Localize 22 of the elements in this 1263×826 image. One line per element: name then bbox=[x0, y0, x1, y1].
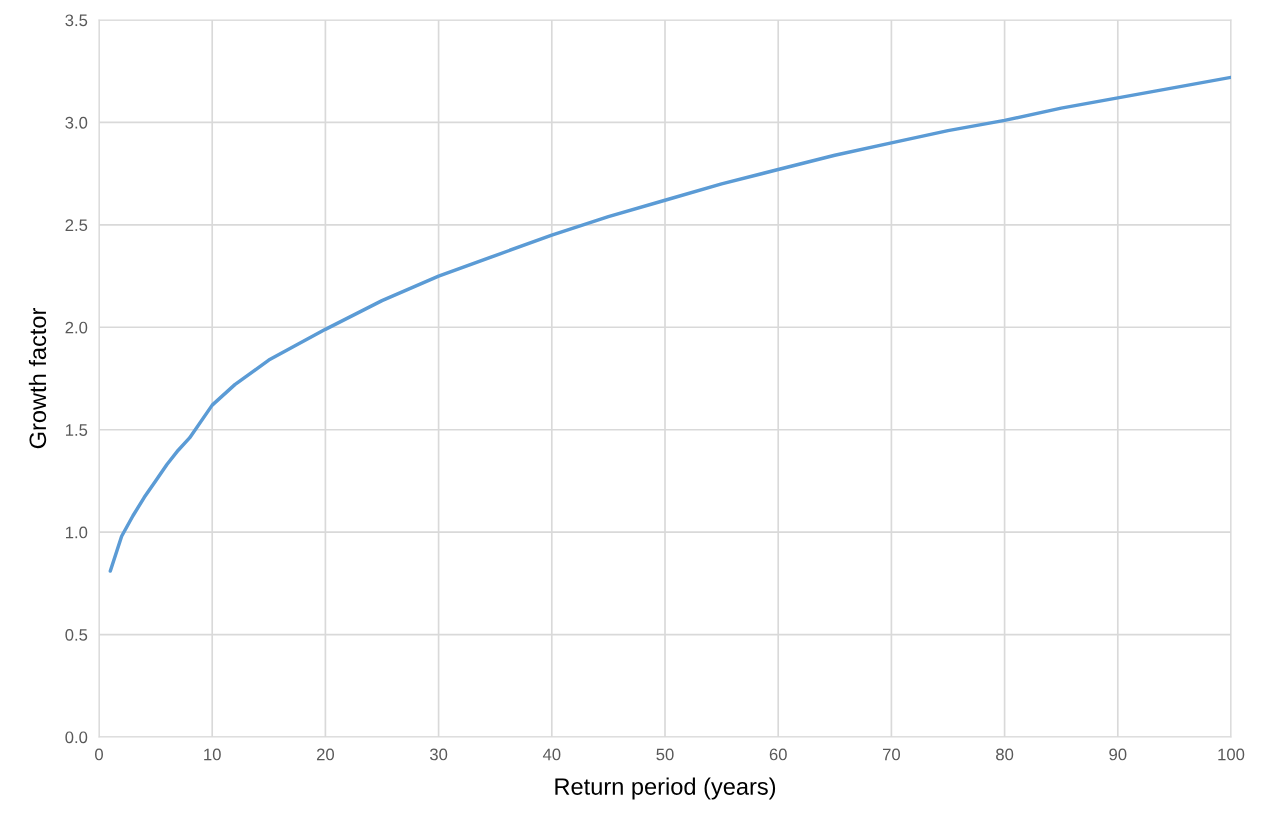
x-tick-label: 70 bbox=[882, 748, 901, 761]
y-axis-title: Growth factor bbox=[28, 308, 47, 449]
y-tick-label: 1.5 bbox=[65, 424, 88, 436]
x-tick-label: 40 bbox=[542, 748, 561, 761]
y-tick-label: 2.0 bbox=[65, 321, 88, 334]
x-tick-label: 90 bbox=[1109, 748, 1127, 761]
x-tick-label: 10 bbox=[204, 748, 221, 761]
line-series bbox=[108, 75, 1231, 573]
x-axis-title: Return period (years) bbox=[555, 777, 776, 800]
y-tick-label: 2.5 bbox=[65, 219, 88, 232]
x-tick-label: 60 bbox=[769, 748, 787, 761]
x-tick-label: 20 bbox=[316, 748, 335, 761]
x-tick-label: 0 bbox=[95, 748, 103, 761]
x-tick-label: 100 bbox=[1218, 748, 1245, 761]
x-tick-label: 80 bbox=[996, 748, 1014, 761]
x-tick-label: 30 bbox=[429, 748, 448, 761]
y-tick-label: 0.5 bbox=[65, 628, 88, 641]
x-tick-label: 50 bbox=[656, 748, 674, 761]
y-tick-label: 0.0 bbox=[65, 731, 88, 744]
y-tick-label: 1.0 bbox=[65, 526, 88, 539]
y-tick-label: 3.0 bbox=[65, 116, 88, 129]
y-tick-label: 3.5 bbox=[65, 14, 88, 27]
